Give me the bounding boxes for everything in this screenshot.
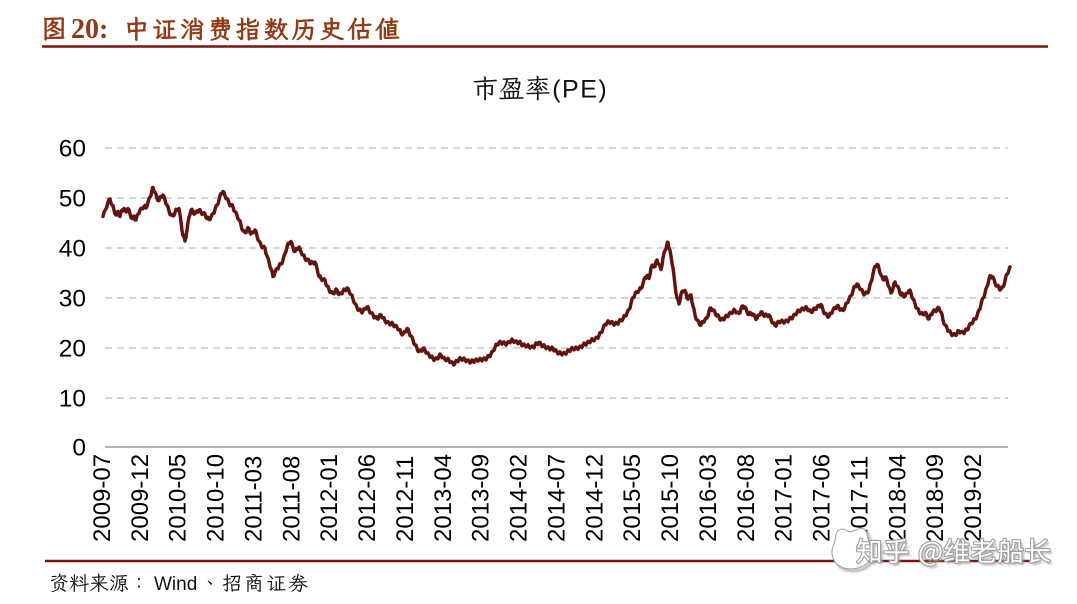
svg-text:30: 30 — [59, 286, 86, 313]
svg-text:50: 50 — [59, 186, 86, 213]
svg-text:2014-07: 2014-07 — [543, 454, 570, 542]
svg-text:2016-08: 2016-08 — [733, 454, 760, 542]
svg-text:2017-06: 2017-06 — [809, 454, 836, 542]
svg-text:Wind: Wind — [154, 574, 197, 595]
svg-text:2011-03: 2011-03 — [241, 456, 268, 542]
svg-text:2015-05: 2015-05 — [619, 454, 646, 542]
svg-text:2014-12: 2014-12 — [581, 454, 608, 542]
svg-text:10: 10 — [59, 386, 86, 413]
svg-text:2012-06: 2012-06 — [354, 454, 381, 542]
svg-text:2013-04: 2013-04 — [430, 454, 457, 542]
svg-text:2009-07: 2009-07 — [89, 454, 116, 542]
svg-text:2017-01: 2017-01 — [771, 454, 798, 542]
svg-text:40: 40 — [59, 236, 86, 263]
svg-text:2013-09: 2013-09 — [468, 454, 495, 542]
svg-text:2018-09: 2018-09 — [922, 454, 949, 542]
svg-text:2017-11: 2017-11 — [846, 456, 873, 542]
svg-text:2015-10: 2015-10 — [657, 454, 684, 542]
svg-text:60: 60 — [59, 136, 86, 163]
svg-text:2016-03: 2016-03 — [695, 454, 722, 542]
svg-text:2009-12: 2009-12 — [127, 454, 154, 542]
svg-text:2010-05: 2010-05 — [165, 454, 192, 542]
svg-text:2014-02: 2014-02 — [506, 454, 533, 542]
svg-text:2012-11: 2012-11 — [392, 456, 419, 542]
svg-text:2019-02: 2019-02 — [960, 454, 987, 542]
svg-text:20: 20 — [59, 336, 86, 363]
svg-text:2012-01: 2012-01 — [316, 454, 343, 542]
svg-text:2010-10: 2010-10 — [203, 454, 230, 542]
svg-text:2011-08: 2011-08 — [278, 456, 305, 542]
svg-text:0: 0 — [72, 435, 86, 462]
svg-text:20:: 20: — [71, 14, 108, 45]
svg-text:(PE): (PE) — [552, 76, 608, 104]
svg-text:2018-04: 2018-04 — [884, 454, 911, 542]
